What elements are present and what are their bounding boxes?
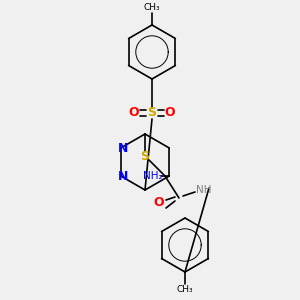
Text: N: N [118,169,128,182]
Text: O: O [129,106,139,119]
Text: O: O [165,106,175,119]
Text: NH₂: NH₂ [143,171,163,181]
Text: O: O [154,196,164,209]
Text: N: N [118,142,128,154]
Text: S: S [140,149,149,163]
Text: CH₃: CH₃ [177,286,193,295]
Text: S: S [148,106,157,119]
Text: NH: NH [196,185,212,195]
Text: CH₃: CH₃ [144,2,160,11]
